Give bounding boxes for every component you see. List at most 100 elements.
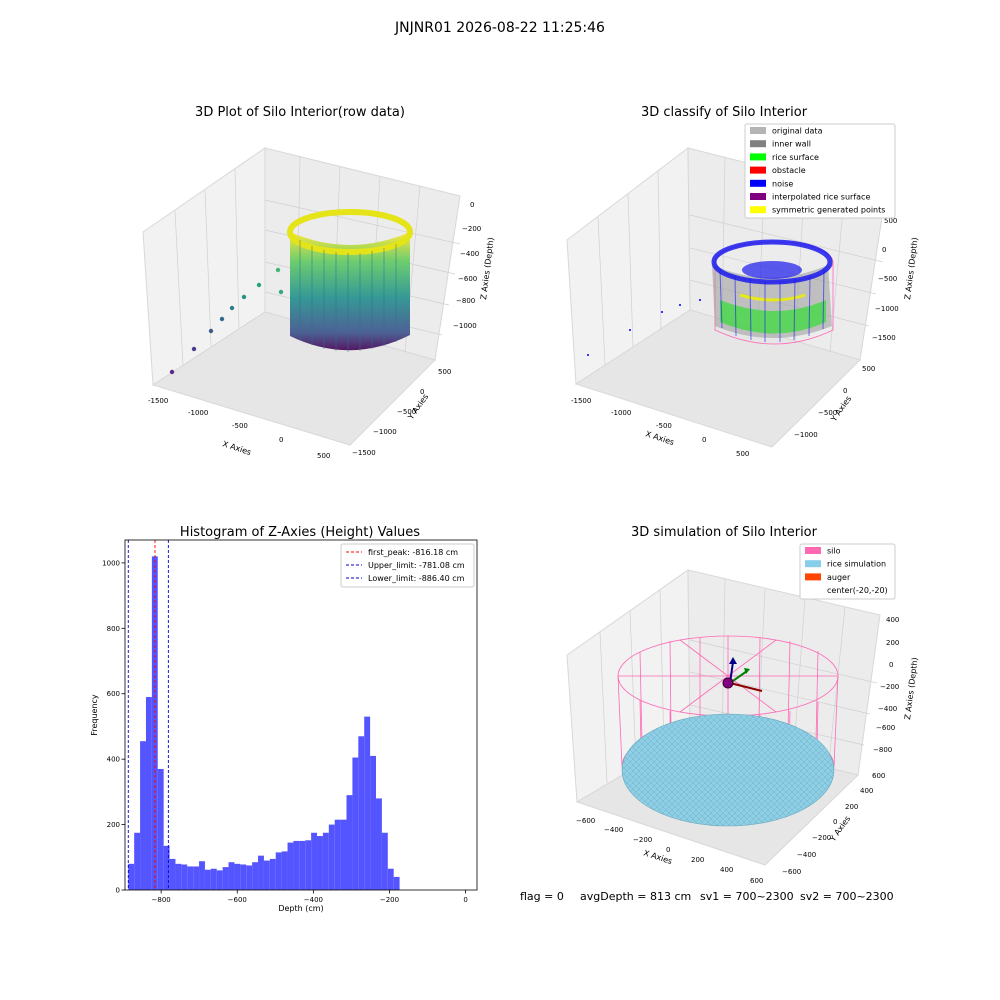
y-tick: 0	[843, 387, 847, 395]
y-tick: −1500	[352, 449, 376, 457]
z-tick: 500	[884, 217, 897, 225]
z-tick: 0	[470, 201, 474, 209]
legend-swatch	[750, 179, 766, 187]
x-tick-labels: -1500 -1000 -500 0 500	[571, 397, 749, 458]
histogram-bar	[193, 866, 200, 890]
histogram-bar	[151, 556, 158, 890]
x-tick: 0	[279, 436, 283, 444]
histogram-bar	[210, 868, 217, 890]
y-tick: 400	[860, 787, 873, 795]
x-tick: −200	[633, 836, 652, 844]
x-axis-label: X Axies	[644, 429, 675, 447]
legend-swatch	[750, 127, 766, 134]
legend-label: original data	[772, 127, 823, 136]
panel-histogram: Histogram of Z-Axies (Height) Values −80…	[90, 525, 478, 913]
x-tick-label: −800	[152, 896, 171, 904]
classified-point-cloud	[587, 239, 834, 356]
histogram-bar	[222, 867, 229, 890]
legend-swatch	[750, 166, 766, 174]
legend-label: first_peak: -816.18 cm	[368, 548, 458, 557]
x-tick: -500	[232, 422, 248, 430]
panel-classify-3d: 3D classify of Silo Interior -1500 -1000…	[566, 105, 920, 458]
x-tick: 200	[691, 856, 704, 864]
legend-label: center(-20,-20)	[827, 586, 888, 595]
z-tick: −200	[462, 225, 481, 233]
z-axis-label: Z Axies (Depth)	[903, 237, 920, 300]
y-tick: −400	[797, 851, 816, 859]
histogram-bar	[175, 863, 182, 890]
panel-title: 3D Plot of Silo Interior(row data)	[195, 105, 405, 120]
x-tick: 0	[702, 436, 706, 444]
pane-floor	[574, 309, 861, 448]
z-tick: 200	[886, 639, 899, 647]
x-tick: −600	[576, 817, 595, 825]
x-tick: -1000	[188, 409, 208, 417]
legend-items: silo rice simulation auger center(-20,-20)	[805, 547, 888, 595]
x-tick-label: −400	[304, 896, 323, 904]
legend-label: auger	[827, 573, 851, 582]
histogram-bar	[169, 858, 176, 890]
x-tick-label: −600	[228, 896, 247, 904]
histogram-bar	[269, 858, 276, 890]
z-tick-labels: 0 −200 −400 −600 −800 −1000	[453, 201, 481, 330]
legend-swatch	[805, 560, 821, 568]
x-tick: -1500	[571, 397, 591, 405]
histogram-bar	[305, 840, 312, 890]
legend-swatch	[805, 547, 821, 554]
legend-label: obstacle	[772, 166, 806, 175]
x-tick: 500	[736, 450, 749, 458]
x-tick: 600	[750, 877, 763, 885]
classify-legend: original data inner wall rice surface obsta…	[744, 123, 896, 219]
z-tick: 0	[889, 661, 893, 669]
legend-label: inner wall	[772, 140, 811, 149]
x-axis-label: Depth (cm)	[278, 904, 323, 913]
histogram-bar	[240, 864, 247, 890]
x-tick: -500	[656, 422, 672, 430]
histogram-bar	[199, 861, 205, 890]
y-tick-label: 600	[107, 690, 120, 698]
status-sv2: sv2 = 700~2300	[800, 890, 894, 903]
legend-swatch	[750, 193, 766, 200]
histogram-bar	[346, 795, 353, 890]
legend-swatch	[750, 140, 766, 148]
histogram-bar	[275, 852, 282, 890]
histogram-bar	[181, 864, 188, 890]
histogram-bar	[281, 851, 288, 890]
histogram-bar	[252, 862, 259, 890]
plot-frame	[124, 539, 478, 891]
y-tick-label: 0	[116, 887, 120, 895]
histogram-bar	[311, 832, 318, 890]
y-tick: −500	[818, 409, 837, 417]
histogram-bar	[376, 798, 382, 890]
legend-items: original data inner wall rice surface obsta…	[750, 127, 885, 215]
histogram-legend: first_peak: -816.18 cm Upper_limit: -781.…	[340, 543, 475, 588]
status-flag: flag = 0	[520, 890, 564, 903]
histogram-bar	[140, 741, 146, 890]
legend-swatch	[805, 586, 821, 594]
histogram-bar	[287, 842, 294, 890]
z-tick: −600	[876, 724, 895, 732]
y-tick: 500	[862, 365, 875, 373]
histogram-bar	[381, 832, 388, 890]
figure-suptitle: JNJNR01 2026-08-22 11:25:46	[394, 20, 605, 36]
legend-label: noise	[772, 179, 793, 188]
y-tick: −600	[782, 868, 801, 876]
y-tick-label: 800	[107, 625, 120, 633]
x-ticks: −800 −600 −400 −200 0	[152, 890, 468, 904]
histogram-bar	[258, 855, 264, 890]
status-sv1: sv1 = 700~2300	[700, 890, 794, 903]
y-tick: 200	[845, 803, 858, 811]
z-tick: −800	[873, 746, 892, 754]
y-ticks: 0 200 400 600 800 1000	[102, 559, 125, 895]
y-tick: 600	[872, 772, 885, 780]
legend-label: Lower_limit: -886.40 cm	[368, 574, 465, 583]
raw-point-cloud	[169, 209, 413, 375]
x-tick: 0	[666, 846, 670, 854]
z-tick: −1000	[875, 305, 899, 313]
z-tick-labels: 400 200 0 −200 −400 −600 −800	[873, 616, 899, 754]
histogram-bar	[145, 697, 152, 890]
histogram-bar	[163, 845, 170, 890]
y-axis-label: Y Axies	[828, 814, 853, 844]
legend-label: Upper_limit: -781.08 cm	[368, 561, 465, 570]
